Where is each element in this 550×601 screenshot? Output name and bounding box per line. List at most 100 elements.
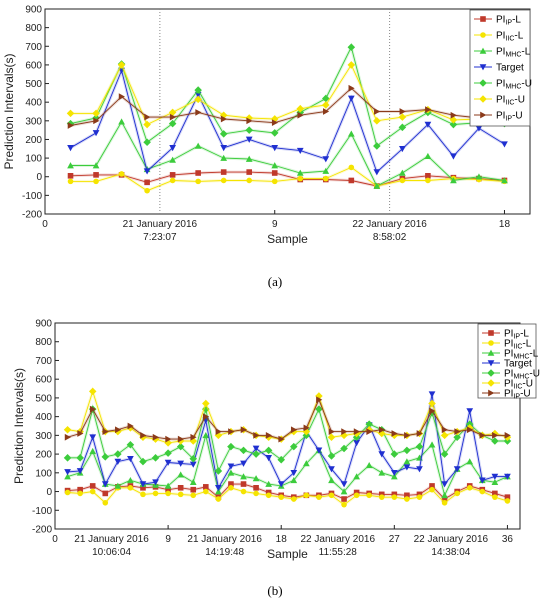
series-pi-ip-l-point: [341, 496, 347, 502]
y-tick-label: 800: [35, 337, 52, 348]
series-pi-ip-l-point: [67, 172, 74, 179]
caption-a: (a): [268, 274, 282, 289]
series-pi-iic-l-point: [425, 177, 431, 184]
y-tick-label: 100: [35, 468, 52, 479]
series-pi-mhc-l-point: [177, 471, 185, 478]
series-pi-mhc-l-point: [475, 173, 483, 180]
series-pi-iic-u-point: [327, 433, 336, 442]
y-tick-label: 600: [25, 60, 42, 71]
series-pi-iic-l-point: [240, 488, 247, 495]
series-pi-ip-u-point: [240, 426, 247, 434]
series-target-point: [177, 460, 185, 467]
date-label-line1: 22 January 2016: [414, 534, 489, 545]
caption-b: (b): [267, 583, 282, 598]
series-pi-iic-l-point: [454, 490, 460, 497]
series-pi-iic-u-band: [70, 61, 505, 127]
series-target-point: [114, 458, 122, 465]
series-pi-iic-l-point: [341, 501, 347, 508]
legend-label: PIMHC-L: [496, 47, 531, 59]
series-pi-ip-l-point: [504, 494, 511, 500]
series-target-point: [101, 481, 109, 488]
date-label-line2: 10:06:04: [92, 547, 131, 558]
y-tick-label: 800: [25, 23, 42, 34]
series-pi-iic-l-point: [118, 171, 125, 177]
series-pi-mhc-l-point: [365, 461, 373, 469]
series-pi-mhc-u-line: [70, 45, 505, 147]
y-tick-label: 900: [35, 319, 52, 330]
series-pi-iic-u-point: [491, 429, 499, 438]
legend-marker: [479, 79, 487, 87]
series-pi-mhc-l-point: [403, 458, 411, 465]
series-pi-ip-u-point: [504, 432, 511, 439]
series-pi-ip-u-point: [366, 428, 373, 435]
series-target-point: [290, 470, 298, 477]
series-pi-mhc-l-point: [340, 488, 348, 495]
series-pi-mhc-l-point: [347, 130, 355, 137]
series-pi-iic-l-point: [228, 485, 234, 491]
series-pi-iic-l-point: [67, 178, 74, 185]
series-pi-ip-u-point: [165, 435, 172, 443]
legend-label: PIMHC-L: [504, 349, 539, 361]
series-pi-iic-l-point: [77, 490, 83, 497]
y-tick-label: -100: [22, 191, 42, 202]
series-pi-iic-l-point: [102, 499, 109, 506]
legend-label: PIIIC-L: [496, 31, 524, 43]
legend-label: Target: [496, 63, 524, 74]
series-pi-iic-u-point: [296, 104, 305, 113]
series-pi-ip-l-point: [89, 483, 96, 489]
x-axis-label: Sample: [267, 232, 308, 246]
series-pi-ip-l-point: [195, 170, 201, 176]
y-axis-label: Prediction Intervals(s): [2, 53, 16, 169]
series-pi-ip-u-point: [152, 433, 159, 441]
series-pi-mhc-l-point: [215, 488, 222, 495]
series-pi-mhc-l-point: [328, 476, 335, 484]
y-tick-label: 200: [35, 450, 52, 461]
series-pi-ip-l-point: [240, 481, 247, 487]
series-pi-ip-u-point: [425, 106, 432, 113]
series-pi-mhc-u-point: [270, 129, 279, 137]
series-pi-iic-l-point: [278, 494, 285, 500]
series-pi-ip-u-point: [391, 430, 398, 437]
date-label-line1: 21 January 2016: [123, 219, 198, 230]
series-pi-iic-l-point: [399, 177, 406, 184]
series-pi-mhc-l-point: [373, 182, 381, 189]
legend-label: PIMHC-U: [504, 369, 540, 381]
series-pi-mhc-u-point: [315, 405, 323, 413]
series-pi-ip-u-band: [67, 395, 508, 441]
series-pi-ip-l-point: [165, 486, 171, 493]
y-tick-label: 300: [25, 116, 42, 127]
series-pi-iic-l-point: [64, 489, 71, 496]
series-pi-ip-u-point: [203, 413, 210, 420]
series-target-point: [220, 145, 228, 152]
series-pi-mhc-u-line: [67, 407, 508, 473]
legend-label: PIIP-U: [504, 389, 531, 401]
series-pi-ip-u-point: [67, 122, 74, 129]
series-pi-mhc-l-point: [390, 473, 398, 480]
series-pi-ip-u-point: [378, 426, 386, 434]
series-pi-iic-l-point: [348, 164, 355, 171]
series-pi-ip-l-point: [404, 492, 410, 499]
x-tick-label: 9: [165, 534, 171, 545]
series-pi-mhc-u-point: [245, 126, 253, 134]
date-label-line2: 14:19:48: [205, 547, 244, 558]
series-pi-iic-l-point: [328, 492, 335, 499]
series-pi-ip-u-point: [328, 428, 335, 435]
series-pi-mhc-l-point: [265, 480, 273, 487]
series-pi-ip-u-point: [77, 430, 84, 437]
series-pi-mhc-l-point: [189, 478, 197, 485]
legend-marker: [480, 111, 487, 119]
series-pi-iic-l-point: [404, 496, 410, 502]
legend-label: PIIP-L: [496, 15, 521, 27]
series-pi-iic-l-point: [391, 494, 398, 500]
y-tick-label: -200: [32, 525, 52, 536]
series-pi-iic-u-point: [373, 117, 381, 125]
series-target-point: [416, 466, 423, 473]
series-pi-iic-l-point: [297, 175, 304, 182]
series-pi-ip-l-point: [391, 491, 398, 498]
series-pi-iic-l-point: [492, 494, 498, 500]
series-pi-ip-l-point: [492, 490, 498, 497]
plot-frame: [54, 322, 521, 530]
series-pi-iic-u-point: [63, 425, 72, 434]
legend-marker: [479, 95, 487, 103]
series-pi-iic-l-point: [303, 492, 310, 499]
